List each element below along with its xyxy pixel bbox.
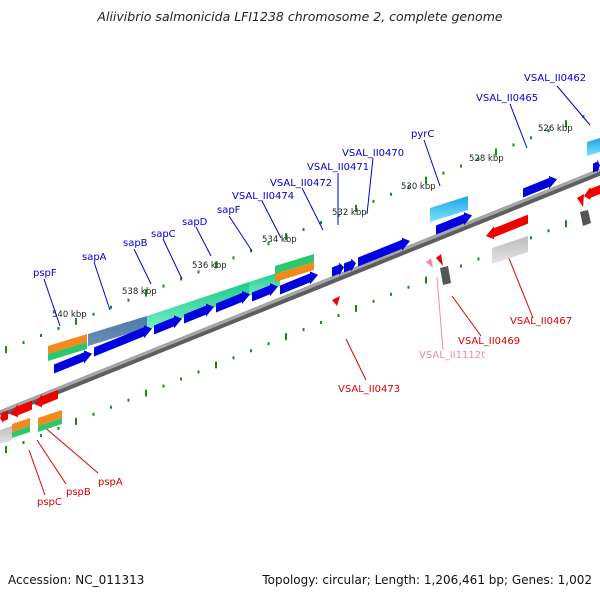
bar-VSAL_II0467: [492, 236, 528, 264]
forward-feature-bars: [48, 138, 600, 361]
cds-sapC: [184, 303, 214, 324]
small-feature-markers: [332, 194, 584, 306]
scale-label-534: 534 kbp: [262, 235, 297, 245]
gene-label-VSAL_II0473: VSAL_II0473: [338, 384, 400, 395]
cds-pspC: [0, 410, 8, 424]
marker-VSAL_II0469: [436, 254, 443, 266]
gene-label-pspA: pspA: [98, 477, 123, 488]
bar-pspF-green: [48, 342, 87, 361]
scale-label-536: 536 kbp: [192, 261, 227, 271]
bar-pspB-orange: [38, 410, 62, 426]
scale-label-530: 530 kbp: [401, 182, 436, 192]
marker-VSAL_II0462-rev: [577, 194, 584, 207]
gene-label-sapF: sapF: [217, 205, 241, 216]
scale-label-538: 538 kbp: [122, 287, 157, 297]
scale-label-528: 528 kbp: [469, 154, 504, 164]
gene-label-VSAL_II0469: VSAL_II0469: [458, 336, 520, 347]
cds-pspA: [34, 389, 58, 408]
forward-cds: [54, 159, 600, 374]
scale-label-540: 540 kbp: [52, 310, 87, 320]
reverse-gene-labels: VSAL_II0467 VSAL_II0469 VSAL_II1112t VSA…: [37, 316, 572, 508]
bar-pspF-orange: [48, 334, 87, 354]
gene-label-VSAL_II0474: VSAL_II0474: [232, 191, 294, 202]
cds-VSAL_II0467: [486, 214, 528, 240]
bar-VSAL_II0462-dark: [580, 210, 591, 226]
bar-pspC-green: [12, 426, 30, 438]
gene-label-sapB: sapB: [123, 238, 148, 249]
gene-label-pspF: pspF: [33, 268, 57, 279]
forward-leader-lines: [43, 85, 591, 327]
map-title: Aliivibrio salmonicida LFI1238 chromosom…: [97, 9, 503, 24]
marker-VSAL_II0473: [332, 296, 340, 306]
bar-sapF-orange: [275, 262, 314, 282]
cds-sapF-b: [280, 271, 318, 295]
bar-sapD: [249, 272, 280, 296]
gene-label-VSAL_II0467: VSAL_II0467: [510, 316, 572, 327]
cds-sapF-a: [252, 283, 278, 302]
bar-pspC-orange: [12, 418, 30, 432]
gene-label-pyrC: pyrC: [411, 129, 434, 140]
cds-VSAL_II0462: [593, 159, 600, 173]
bar-pspB-green: [38, 418, 62, 432]
topology-text: Topology: circular; Length: 1,206,461 bp…: [262, 573, 592, 587]
tick-rails: [5, 115, 585, 454]
gene-label-pspB: pspB: [66, 487, 91, 498]
bar-sapF-green: [275, 254, 314, 274]
cds-VSAL_II0471: [358, 237, 410, 267]
gene-label-VSAL_II0465: VSAL_II0465: [476, 93, 538, 104]
gene-label-sapA: sapA: [82, 252, 107, 263]
cds-VSAL_II0472: [344, 258, 356, 273]
cds-pspF: [54, 350, 92, 374]
cds-VSAL_II0473: [332, 262, 344, 277]
scale-label-532: 532 kbp: [332, 208, 367, 218]
gene-label-VSAL_II0471: VSAL_II0471: [307, 162, 369, 173]
marker-VSAL_II1112t: [426, 258, 433, 268]
gene-label-VSAL_II0462: VSAL_II0462: [524, 73, 586, 84]
cds-sapD: [216, 291, 250, 313]
reverse-features: [0, 210, 591, 444]
scale-label-526: 526 kbp: [538, 124, 573, 134]
accession-text: Accession: NC_011313: [8, 573, 145, 587]
cds-pspB: [10, 400, 32, 418]
cds-pyrC: [436, 212, 472, 235]
scale-labels: 526 kbp 528 kbp 530 kbp 532 kbp 534 kbp …: [52, 124, 573, 320]
bar-sapA: [88, 316, 147, 346]
bar-VSAL_II0469-dark: [440, 266, 451, 285]
bar-pyrC: [430, 196, 468, 222]
cds-VSAL_II0465: [523, 176, 557, 198]
genome-backbone: [0, 168, 600, 418]
gene-label-VSAL_II0470: VSAL_II0470: [342, 148, 404, 159]
cds-sapB: [154, 315, 182, 335]
cds-sapA: [94, 325, 152, 357]
forward-gene-labels: VSAL_II0462 VSAL_II0465 pyrC VSAL_II0470…: [33, 73, 586, 279]
gene-label-pspC: pspC: [37, 497, 62, 508]
reverse-cds: [0, 185, 600, 424]
gene-label-sapC: sapC: [151, 229, 176, 240]
gene-label-sapD: sapD: [182, 217, 208, 228]
reverse-leader-lines: [28, 250, 534, 496]
bar-psp-gray: [0, 426, 12, 444]
gene-label-VSAL_II1112t: VSAL_II1112t: [419, 350, 485, 361]
bar-VSAL_II0462: [587, 138, 600, 156]
gene-label-VSAL_II0472: VSAL_II0472: [270, 178, 332, 189]
cds-VSAL_II0462-rev: [584, 185, 600, 200]
bar-sapBC: [147, 282, 249, 330]
